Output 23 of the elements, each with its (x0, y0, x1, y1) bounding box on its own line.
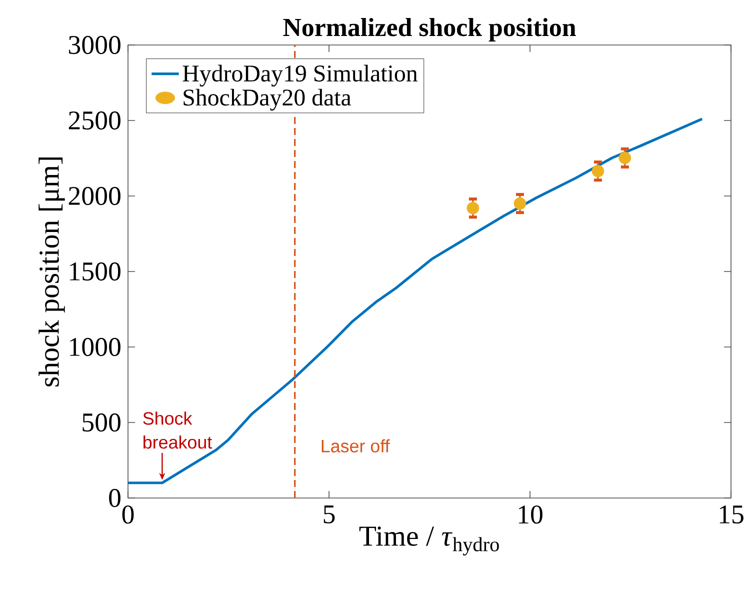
y-tick-label: 2500 (68, 111, 120, 130)
x-tick-label: 15 (720, 506, 744, 524)
point (466, 202, 480, 214)
point (514, 197, 526, 210)
annotation: Shock breakout (143, 412, 212, 449)
x-tick-label: 5 (324, 505, 335, 524)
y-tick-label: 500 (82, 413, 120, 432)
legend-label: ShockDay20 data (184, 88, 352, 111)
ref-line-label: Laser off (322, 439, 390, 452)
point (618, 152, 632, 164)
x-tick-label: 10 (518, 506, 542, 524)
y-axis-title: shock position [μm] (38, 158, 65, 386)
y-tick-label: 2000 (68, 186, 120, 206)
y-tick-label: 0 (109, 488, 120, 508)
chart-title: Normalized shock position (283, 18, 576, 42)
line-series (128, 118, 704, 484)
y-tick-label: 1500 (70, 262, 120, 281)
y-tick-label: 1000 (70, 338, 120, 356)
x-axis-title: Time / τ$_{hydro}$ (359, 526, 499, 556)
legend-label: HydroDay19 Simulation (182, 64, 418, 87)
y-tick-label: 3000 (68, 36, 120, 54)
point (592, 164, 604, 178)
x-tick-label: 0 (122, 506, 134, 524)
